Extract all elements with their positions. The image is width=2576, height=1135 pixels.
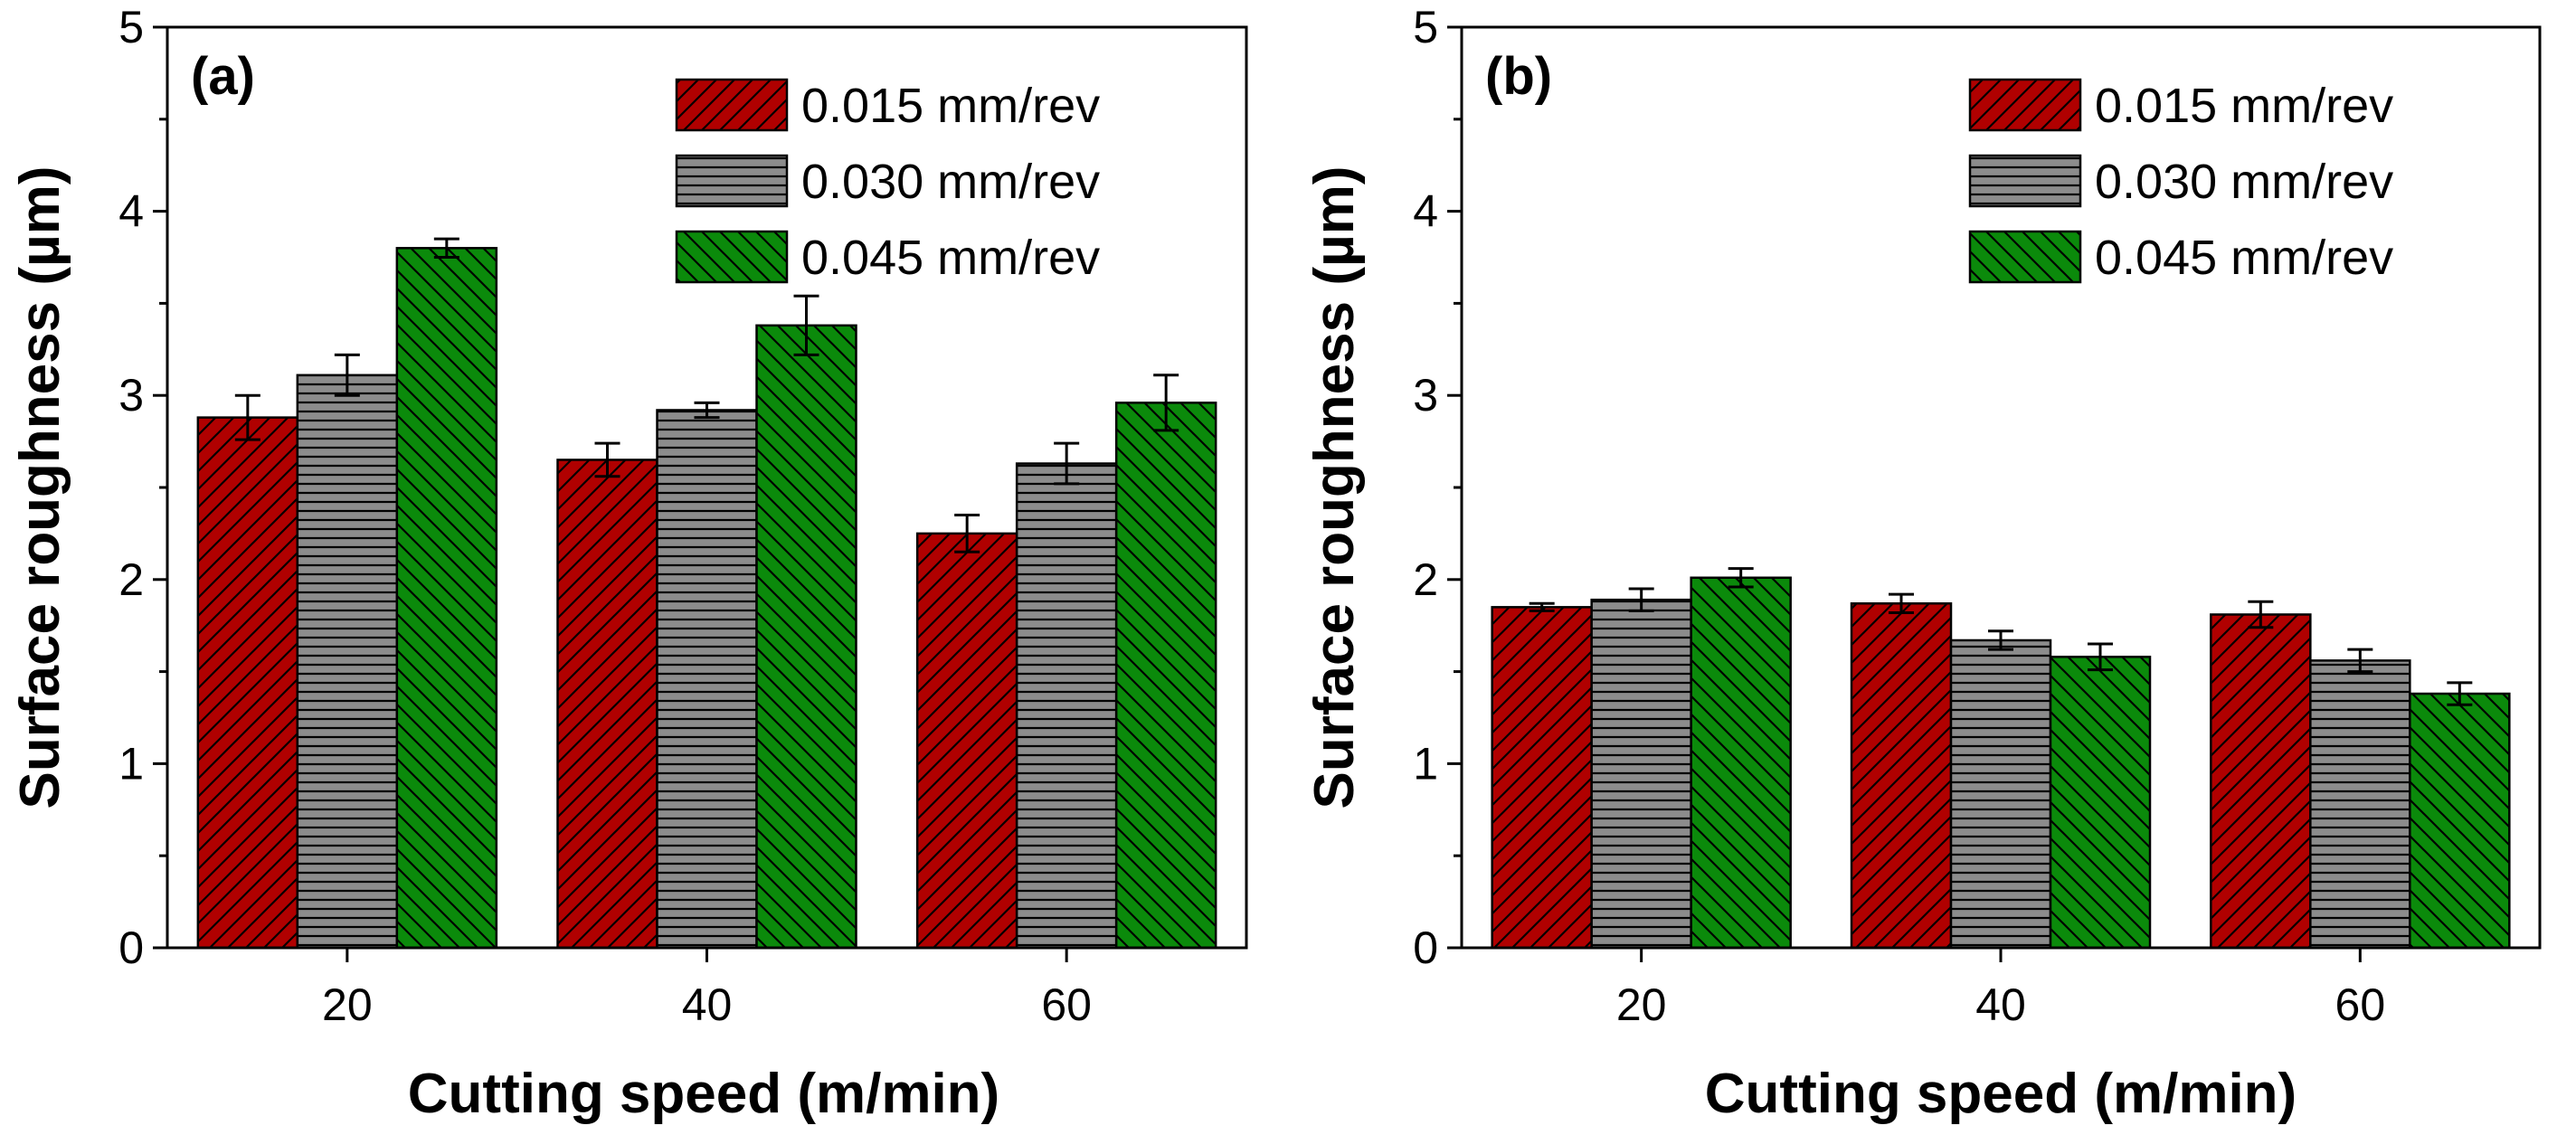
bar-0-030-mm-rev-60 (1015, 462, 1118, 950)
x-tick-label: 20 (1616, 979, 1667, 1030)
error-bar (1889, 592, 1914, 614)
bar-0-030-mm-rev-20 (1590, 598, 1692, 950)
y-tick-label: 3 (118, 370, 144, 421)
chart-panel-a: 20 40 60 0 1 2 3 4 5 (a) Cutting speed (m/min) Surf… (9, 2, 1248, 1125)
legend-label: 0.045 mm/rev (801, 231, 1100, 285)
bar-0-045-mm-rev-20 (1690, 576, 1792, 950)
bar-0-015-mm-rev-60 (2210, 613, 2312, 950)
y-axis-title: Surface roughness (µm) (1303, 166, 1366, 809)
error-bar (1054, 441, 1080, 486)
legend-swatch (675, 230, 789, 284)
y-tick-label: 5 (1413, 2, 1438, 52)
x-axis-title: Cutting speed (m/min) (408, 1063, 999, 1125)
x-tick-label: 60 (2335, 979, 2386, 1030)
error-bar (1988, 629, 2013, 651)
y-axis-title: Surface roughness (µm) (9, 166, 71, 809)
legend-label: 0.015 mm/rev (2095, 79, 2393, 133)
legend-label: 0.015 mm/rev (801, 79, 1100, 133)
y-tick-label: 3 (1413, 370, 1438, 421)
y-tick-label: 4 (1413, 186, 1438, 237)
error-bar (594, 441, 620, 478)
bar-0-015-mm-rev-60 (915, 532, 1018, 950)
legend-label: 0.030 mm/rev (801, 155, 1100, 209)
y-tick-label: 2 (1413, 554, 1438, 605)
chart-panel-b: 20 40 60 0 1 2 3 4 5 (b) Cutting speed (m/min) Surf… (1303, 2, 2542, 1125)
y-tick-label: 0 (118, 922, 144, 973)
bar-0-030-mm-rev-40 (1949, 638, 2052, 950)
error-bar (694, 401, 720, 420)
bar-0-045-mm-rev-40 (2049, 656, 2152, 950)
bar-0-045-mm-rev-40 (755, 324, 857, 950)
legend-label: 0.030 mm/rev (2095, 155, 2393, 209)
y-tick-label: 1 (118, 738, 144, 789)
x-tick-label: 20 (322, 979, 373, 1030)
y-tick-label: 1 (1413, 738, 1438, 789)
y-tick-label: 2 (118, 554, 144, 605)
error-bar (2447, 681, 2473, 706)
bar-0-015-mm-rev-40 (1850, 602, 1953, 950)
error-bar (2088, 642, 2113, 672)
error-bar (793, 294, 819, 356)
legend-swatch (1968, 78, 2082, 132)
x-axis-title: Cutting speed (m/min) (1705, 1063, 2297, 1125)
y-tick-label: 0 (1413, 922, 1438, 973)
x-tick-label: 40 (1975, 979, 2026, 1030)
error-bar (1728, 567, 1754, 589)
legend-swatch (1968, 230, 2082, 284)
bar-0-030-mm-rev-60 (2309, 659, 2411, 950)
error-bar (2248, 600, 2274, 629)
error-bar (334, 353, 360, 397)
legend-swatch (1968, 154, 2082, 208)
y-tick-label: 5 (118, 2, 144, 52)
error-bar (433, 237, 459, 259)
legend-label: 0.045 mm/rev (2095, 231, 2393, 285)
y-tick-label: 4 (118, 186, 144, 237)
error-bar (954, 514, 980, 553)
x-tick-label: 60 (1041, 979, 1092, 1030)
legend-swatch (675, 154, 789, 208)
bar-0-015-mm-rev-40 (556, 459, 658, 950)
bar-0-045-mm-rev-60 (1114, 402, 1217, 950)
legend: 0.015 mm/rev 0.030 mm/rev 0.045 mm/rev (1968, 78, 2393, 285)
bar-0-030-mm-rev-20 (296, 374, 399, 950)
error-bar (1153, 374, 1179, 432)
bar-0-045-mm-rev-20 (395, 247, 498, 950)
error-bar (1529, 601, 1555, 612)
error-bar (2347, 648, 2373, 674)
panel-label: (a) (191, 47, 255, 106)
error-bar (1628, 587, 1654, 612)
legend: 0.015 mm/rev 0.030 mm/rev 0.045 mm/rev (675, 78, 1100, 285)
legend-swatch (675, 78, 789, 132)
bar-0-015-mm-rev-20 (1491, 606, 1593, 950)
bar-0-015-mm-rev-20 (196, 416, 299, 950)
error-bar (234, 393, 260, 441)
x-tick-label: 40 (682, 979, 733, 1030)
bar-0-030-mm-rev-40 (656, 409, 758, 950)
panel-label: (b) (1485, 47, 1552, 106)
bar-0-045-mm-rev-60 (2409, 692, 2511, 950)
